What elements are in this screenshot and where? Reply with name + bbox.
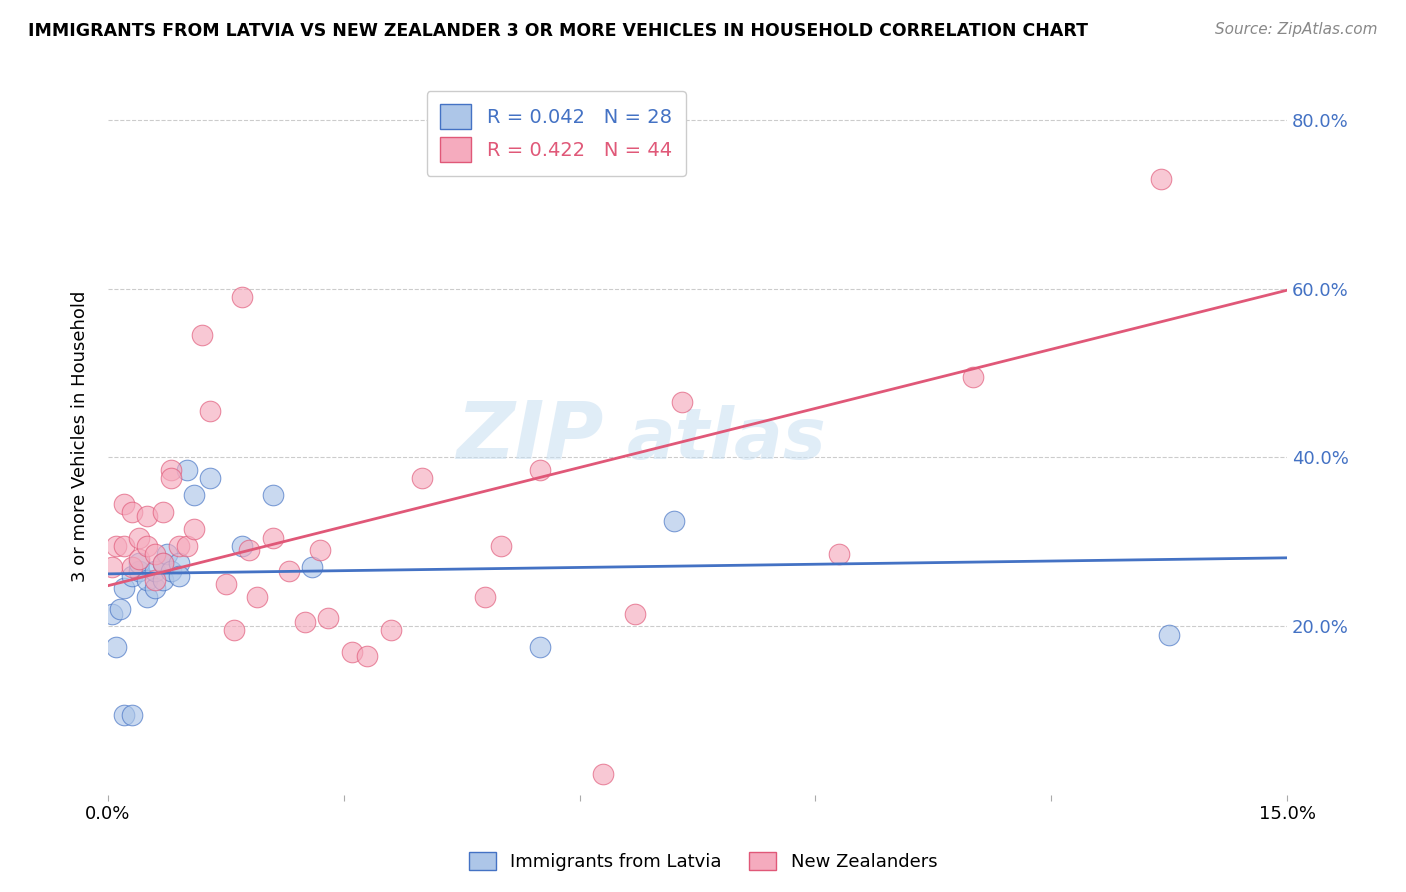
Legend: R = 0.042   N = 28, R = 0.422   N = 44: R = 0.042 N = 28, R = 0.422 N = 44 [426, 91, 686, 176]
Text: atlas: atlas [627, 405, 827, 475]
Point [529, 463, 551, 477]
Point [198, 471, 221, 485]
Point [262, 531, 284, 545]
Point [143, 548, 166, 562]
Point [108, 602, 131, 616]
Point [112, 497, 135, 511]
Point [231, 290, 253, 304]
Point [121, 505, 143, 519]
Point [231, 539, 253, 553]
Point [160, 565, 183, 579]
Point [309, 543, 332, 558]
Point [136, 590, 159, 604]
Point [246, 590, 269, 604]
Point [489, 539, 512, 553]
Point [176, 463, 198, 477]
Point [136, 573, 159, 587]
Point [167, 539, 190, 553]
Point [623, 607, 645, 621]
Point [112, 581, 135, 595]
Point [183, 488, 205, 502]
Point [121, 560, 143, 574]
Point [529, 640, 551, 655]
Point [152, 556, 174, 570]
Point [301, 560, 323, 574]
Point [662, 514, 685, 528]
Point [128, 565, 150, 579]
Point [198, 404, 221, 418]
Point [121, 707, 143, 722]
Point [380, 624, 402, 638]
Point [128, 556, 150, 570]
Point [136, 509, 159, 524]
Point [592, 767, 614, 781]
Point [101, 607, 124, 621]
Point [356, 648, 378, 663]
Text: ZIP: ZIP [456, 397, 603, 475]
Point [277, 565, 299, 579]
Point [167, 556, 190, 570]
Text: Source: ZipAtlas.com: Source: ZipAtlas.com [1215, 22, 1378, 37]
Point [474, 590, 496, 604]
Point [238, 543, 260, 558]
Point [136, 539, 159, 553]
Legend: Immigrants from Latvia, New Zealanders: Immigrants from Latvia, New Zealanders [461, 845, 945, 879]
Point [156, 548, 179, 562]
Point [316, 611, 339, 625]
Point [183, 522, 205, 536]
Point [262, 488, 284, 502]
Point [167, 568, 190, 582]
Point [1150, 171, 1173, 186]
Point [340, 644, 363, 658]
Point [411, 471, 433, 485]
Point [962, 370, 984, 384]
Point [143, 573, 166, 587]
Point [215, 577, 238, 591]
Point [152, 505, 174, 519]
Point [112, 707, 135, 722]
Point [104, 640, 127, 655]
Text: IMMIGRANTS FROM LATVIA VS NEW ZEALANDER 3 OR MORE VEHICLES IN HOUSEHOLD CORRELAT: IMMIGRANTS FROM LATVIA VS NEW ZEALANDER … [28, 22, 1088, 40]
Point [152, 573, 174, 587]
Point [128, 531, 150, 545]
Point [101, 560, 124, 574]
Point [294, 615, 316, 629]
Point [121, 568, 143, 582]
Point [128, 551, 150, 566]
Point [143, 581, 166, 595]
Point [1159, 627, 1181, 641]
Point [828, 548, 851, 562]
Point [143, 565, 166, 579]
Point [160, 463, 183, 477]
Point [222, 624, 245, 638]
Point [104, 539, 127, 553]
Point [152, 556, 174, 570]
Point [671, 395, 693, 409]
Point [191, 327, 214, 342]
Point [176, 539, 198, 553]
Y-axis label: 3 or more Vehicles in Household: 3 or more Vehicles in Household [72, 291, 89, 582]
Point [160, 471, 183, 485]
Point [112, 539, 135, 553]
